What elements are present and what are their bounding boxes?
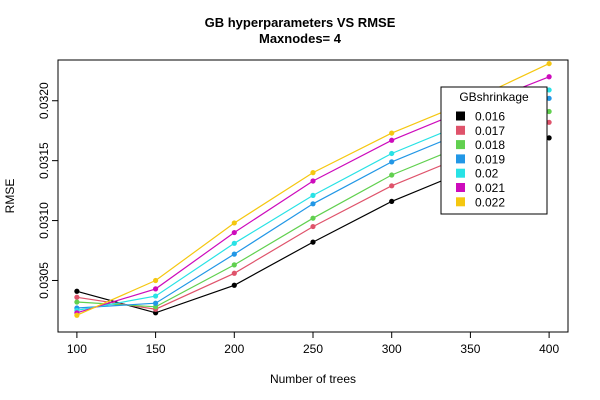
x-tick-label: 250 (303, 342, 323, 356)
legend-label: 0.021 (475, 181, 505, 195)
data-point (389, 172, 395, 178)
data-point (546, 74, 552, 80)
legend-swatch (456, 168, 465, 178)
x-axis-label: Number of trees (270, 372, 356, 386)
x-tick-label: 100 (67, 342, 87, 356)
data-point (231, 251, 237, 257)
data-point (310, 178, 316, 184)
data-point (389, 159, 395, 165)
data-point (74, 288, 80, 294)
data-point (152, 310, 159, 316)
data-point (389, 183, 395, 189)
data-point (389, 198, 395, 204)
y-axis-label: RMSE (3, 179, 17, 214)
y-tick-label: 0.0315 (37, 142, 51, 179)
data-point (231, 270, 237, 276)
legend-box (440, 86, 548, 215)
data-point (231, 220, 237, 226)
data-point (74, 312, 80, 318)
data-point (310, 201, 316, 207)
data-point (310, 215, 316, 221)
data-point (74, 294, 80, 300)
data-point (231, 240, 237, 246)
data-point (152, 293, 159, 299)
legend-label: 0.019 (475, 152, 505, 166)
data-point (546, 95, 552, 101)
data-point (310, 239, 316, 245)
legend-swatch (456, 140, 465, 150)
legend-label: 0.017 (475, 124, 505, 138)
data-point (389, 137, 395, 143)
legend-swatch (456, 125, 465, 135)
data-point (231, 282, 237, 288)
data-point (546, 135, 552, 141)
legend-title: GBshrinkage (459, 90, 529, 104)
data-point (546, 87, 552, 93)
y-tick-label: 0.0310 (37, 202, 51, 239)
legend-swatch (456, 197, 465, 207)
x-tick-label: 350 (460, 342, 480, 356)
y-tick-label: 0.0320 (37, 82, 51, 119)
legend: GBshrinkage 0.0160.0170.0180.0190.020.02… (440, 86, 548, 215)
data-point (310, 192, 316, 199)
chart-title: GB hyperparameters VS RMSE (204, 15, 396, 30)
data-point (74, 299, 80, 305)
legend-label: 0.018 (475, 138, 505, 152)
legend-swatch (456, 111, 465, 121)
data-point (389, 130, 395, 136)
data-point (546, 60, 552, 67)
data-point (152, 286, 159, 292)
data-point (389, 150, 395, 157)
data-point (546, 108, 552, 115)
x-tick-label: 150 (146, 342, 166, 356)
legend-swatch (456, 183, 465, 192)
data-point (152, 300, 159, 306)
legend-label: 0.02 (475, 167, 499, 181)
data-point (546, 119, 552, 125)
chart-subtitle: Maxnodes= 4 (258, 31, 341, 46)
data-point (310, 170, 316, 176)
legend-swatch (456, 154, 465, 164)
legend-label: 0.022 (475, 195, 505, 209)
legend-label: 0.016 (475, 110, 505, 124)
data-point (231, 229, 237, 236)
y-tick-label: 0.0305 (37, 262, 51, 299)
x-tick-label: 400 (539, 342, 559, 356)
x-tick-label: 200 (224, 342, 244, 356)
data-point (310, 223, 316, 230)
data-point (152, 304, 159, 310)
x-tick-label: 300 (382, 342, 402, 356)
data-point (231, 262, 237, 268)
data-point (152, 277, 159, 284)
